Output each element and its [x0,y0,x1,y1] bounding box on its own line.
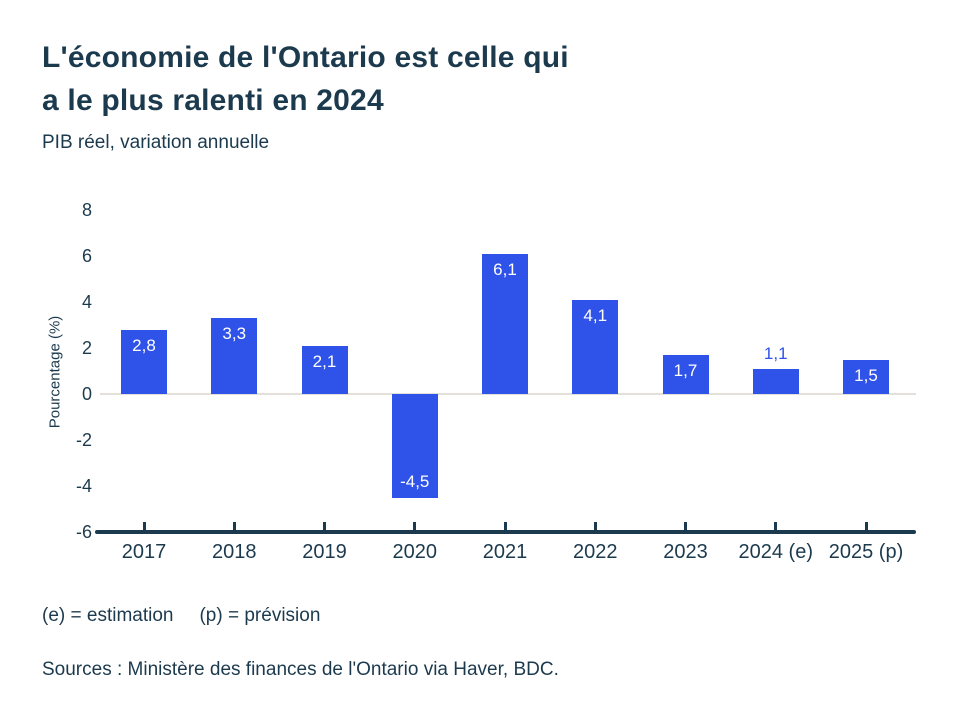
x-tick-label: 2021 [482,541,528,563]
x-axis-tick [323,522,326,530]
footnotes: (e) = estimation (p) = prévision [42,605,320,627]
x-axis-tick [142,522,146,530]
bar-2017 [121,329,167,394]
bar-2020 [391,394,438,498]
y-tick-label: -4 [75,476,92,496]
bar-2018 [211,318,258,394]
bar-value-label: 1,7 [673,360,698,380]
bar-value-label: 2,8 [132,335,156,355]
estimation-note: (e) = estimation [42,605,174,626]
bar-value-label: 6,1 [493,259,517,279]
plot-area: 8 6 4 2 0 -2 -4 -6 2,8 3,3 2,1 -4,5 6,1 4,1 1,7 1,1 1,5 2… [0,190,960,590]
bar-2021 [482,253,528,394]
x-axis-tick [413,522,417,530]
x-axis-tick [774,522,778,530]
x-tick-label: 2023 [663,541,708,563]
y-tick-label: 8 [81,200,92,220]
y-tick-label: 0 [81,384,92,404]
x-tick-label: 2019 [302,541,347,563]
bar-value-label: 1,1 [763,343,788,363]
sources-note: Sources : Ministère des finances de l'On… [42,659,559,680]
chart-title-line2: a le plus ralenti en 2024 [42,84,384,117]
x-axis-tick [232,522,236,530]
bar-chart: Pourcentage (%) 8 6 4 2 0 -2 -4 -6 2,8 3,3 2,1 -4,5… [0,190,960,590]
x-tick-label: 2018 [212,541,257,563]
x-tick-label: 2022 [573,541,618,563]
bar-2023 [662,354,709,394]
bar-value-label: 1,5 [854,365,878,385]
bar-value-label: 4,1 [583,305,608,325]
bar-2019 [301,345,348,394]
y-tick-label: 4 [81,292,92,312]
y-tick-label: -2 [75,430,92,450]
prevision-note: (p) = prévision [199,605,321,626]
chart-title: L'économie de l'Ontario est celle qui a … [42,36,569,122]
x-tick-label: 2020 [392,541,438,563]
x-axis-tick [684,522,687,530]
bar-2025 (p) [843,359,889,394]
x-tick-label: 2017 [121,541,167,563]
x-axis-tick [593,522,597,530]
zero-gridline [100,393,916,395]
x-axis-line [95,530,916,534]
chart-subtitle: PIB réel, variation annuelle [42,132,270,153]
y-tick-label: 6 [81,246,92,266]
x-tick-label: 2025 (p) [828,541,904,563]
chart-title-line1: L'économie de l'Ontario est celle qui [42,41,569,74]
x-axis-tick [864,522,868,530]
y-tick-label: -6 [75,522,92,542]
y-tick-label: 2 [81,338,92,358]
bar-value-label: 2,1 [312,351,337,371]
bar-value-label: -4,5 [400,471,430,491]
bar-2024 (e) [752,368,799,394]
bar-value-label: 3,3 [222,324,247,344]
bar-2022 [572,299,619,394]
x-tick-label: 2024 (e) [738,541,814,563]
x-axis-tick [503,522,507,530]
